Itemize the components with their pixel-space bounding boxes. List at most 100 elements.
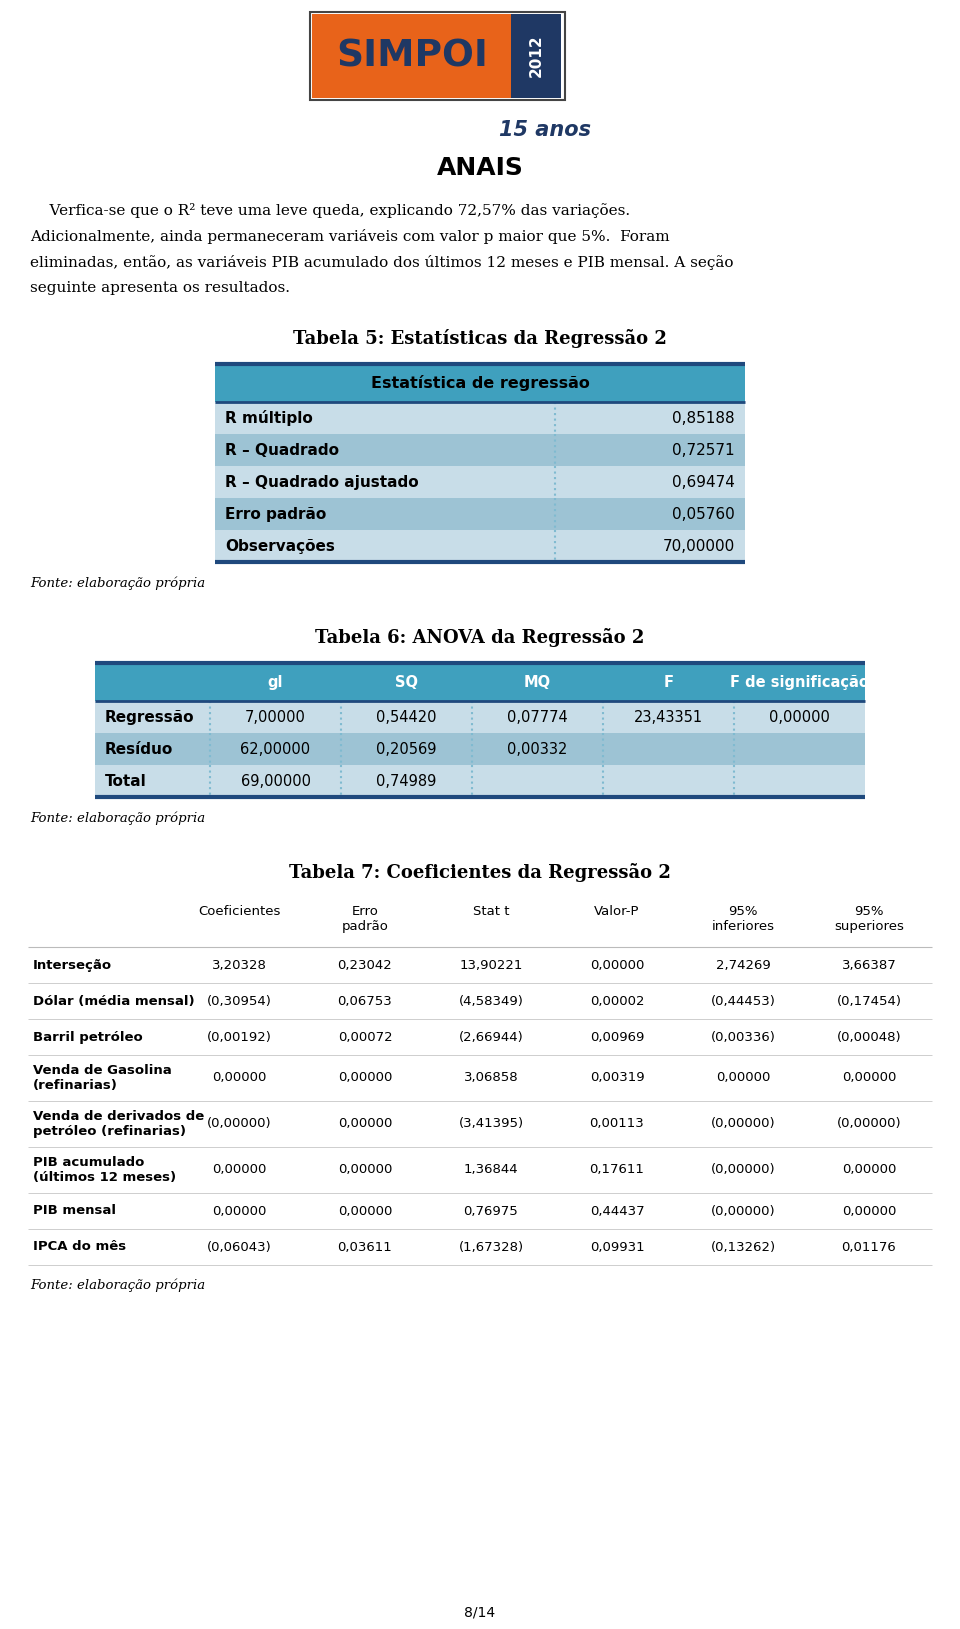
- Bar: [310, 11, 565, 99]
- Text: 0,44437: 0,44437: [589, 1204, 644, 1217]
- Text: 7,00000: 7,00000: [245, 710, 306, 725]
- Text: Fonte: elaboração própria: Fonte: elaboração própria: [30, 1279, 205, 1292]
- Text: IPCA do mês: IPCA do mês: [33, 1241, 126, 1253]
- Text: Verfica-se que o R² teve uma leve queda, explicando 72,57% das variações.: Verfica-se que o R² teve uma leve queda,…: [30, 204, 630, 218]
- Text: 0,00000: 0,00000: [338, 1204, 393, 1217]
- Text: Tabela 6: ANOVA da Regressão 2: Tabela 6: ANOVA da Regressão 2: [315, 629, 645, 647]
- Bar: [215, 529, 745, 562]
- Text: 0,09931: 0,09931: [589, 1241, 644, 1253]
- Text: ANAIS: ANAIS: [437, 156, 523, 179]
- Text: Adicionalmente, ainda permaneceram variáveis com valor p maior que 5%.  Foram: Adicionalmente, ainda permaneceram variá…: [30, 230, 670, 244]
- Text: 23,43351: 23,43351: [634, 710, 703, 725]
- Bar: [215, 363, 745, 402]
- Text: 0,00113: 0,00113: [589, 1117, 644, 1131]
- Text: (0,06043): (0,06043): [206, 1241, 272, 1253]
- Bar: [95, 733, 865, 766]
- Text: Regressão: Regressão: [105, 710, 195, 725]
- Text: 0,00002: 0,00002: [589, 994, 644, 1007]
- Bar: [215, 466, 745, 498]
- Text: 0,00000: 0,00000: [212, 1163, 266, 1176]
- Text: 0,00000: 0,00000: [212, 1072, 266, 1085]
- Text: Venda de derivados de
petróleo (refinarias): Venda de derivados de petróleo (refinari…: [33, 1109, 204, 1139]
- Text: (0,00048): (0,00048): [837, 1031, 901, 1044]
- Text: Coeficientes: Coeficientes: [198, 906, 280, 919]
- Text: 0,74989: 0,74989: [376, 774, 437, 788]
- Text: 0,01176: 0,01176: [842, 1241, 897, 1253]
- Text: Tabela 7: Coeficientes da Regressão 2: Tabela 7: Coeficientes da Regressão 2: [289, 863, 671, 881]
- Text: (4,58349): (4,58349): [459, 994, 523, 1007]
- Text: SQ: SQ: [395, 674, 418, 689]
- Text: Fonte: elaboração própria: Fonte: elaboração própria: [30, 577, 205, 590]
- Bar: [312, 15, 511, 98]
- Text: SIMPOI: SIMPOI: [337, 37, 489, 73]
- Text: 0,54420: 0,54420: [376, 710, 437, 725]
- Text: (0,00192): (0,00192): [206, 1031, 272, 1044]
- Text: (0,00000): (0,00000): [710, 1204, 776, 1217]
- Text: 69,00000: 69,00000: [241, 774, 310, 788]
- Text: 2012: 2012: [529, 34, 543, 77]
- Text: eliminadas, então, as variáveis PIB acumulado dos últimos 12 meses e PIB mensal.: eliminadas, então, as variáveis PIB acum…: [30, 256, 733, 270]
- Text: 0,05760: 0,05760: [672, 507, 735, 521]
- Text: Dólar (média mensal): Dólar (média mensal): [33, 994, 195, 1007]
- Text: (0,00000): (0,00000): [206, 1117, 272, 1131]
- Text: 3,20328: 3,20328: [211, 958, 267, 971]
- Text: 3,06858: 3,06858: [464, 1072, 518, 1085]
- Text: 62,00000: 62,00000: [240, 741, 311, 756]
- Text: Observações: Observações: [225, 539, 335, 554]
- Text: 0,00000: 0,00000: [842, 1072, 897, 1085]
- Text: 0,17611: 0,17611: [589, 1163, 644, 1176]
- Text: 0,76975: 0,76975: [464, 1204, 518, 1217]
- Text: 0,00000: 0,00000: [589, 958, 644, 971]
- Text: F: F: [663, 674, 674, 689]
- Text: (0,00336): (0,00336): [710, 1031, 776, 1044]
- Text: seguinte apresenta os resultados.: seguinte apresenta os resultados.: [30, 280, 290, 295]
- Text: R múltiplo: R múltiplo: [225, 411, 313, 427]
- Text: 0,00000: 0,00000: [716, 1072, 770, 1085]
- Text: 95%
superiores: 95% superiores: [834, 906, 904, 933]
- Bar: [95, 700, 865, 733]
- Text: F de significação: F de significação: [730, 674, 869, 689]
- Text: (0,00000): (0,00000): [710, 1163, 776, 1176]
- Bar: [215, 402, 745, 433]
- Text: MQ: MQ: [524, 674, 551, 689]
- Text: 1,36844: 1,36844: [464, 1163, 518, 1176]
- Text: 0,20569: 0,20569: [376, 741, 437, 756]
- Text: 0,23042: 0,23042: [338, 958, 393, 971]
- Text: 0,00000: 0,00000: [338, 1072, 393, 1085]
- Text: 0,00000: 0,00000: [769, 710, 830, 725]
- Text: 13,90221: 13,90221: [459, 958, 522, 971]
- Text: (0,13262): (0,13262): [710, 1241, 776, 1253]
- Text: Resíduo: Resíduo: [105, 741, 173, 756]
- Text: PIB mensal: PIB mensal: [33, 1204, 116, 1217]
- Text: 95%
inferiores: 95% inferiores: [711, 906, 775, 933]
- Text: Total: Total: [105, 774, 147, 788]
- Text: R – Quadrado: R – Quadrado: [225, 443, 339, 458]
- Text: gl: gl: [268, 674, 283, 689]
- Text: Interseção: Interseção: [33, 958, 112, 971]
- Text: 0,06753: 0,06753: [338, 994, 393, 1007]
- Text: 0,85188: 0,85188: [672, 411, 735, 425]
- Text: (0,00000): (0,00000): [837, 1117, 901, 1131]
- Text: Stat t: Stat t: [472, 906, 509, 919]
- Text: 0,00072: 0,00072: [338, 1031, 393, 1044]
- Text: (1,67328): (1,67328): [459, 1241, 523, 1253]
- Text: 0,07774: 0,07774: [507, 710, 568, 725]
- Text: 0,00000: 0,00000: [842, 1163, 897, 1176]
- Text: 0,00332: 0,00332: [507, 741, 567, 756]
- Text: (0,00000): (0,00000): [710, 1117, 776, 1131]
- Text: (0,17454): (0,17454): [836, 994, 901, 1007]
- Text: Erro
padrão: Erro padrão: [342, 906, 389, 933]
- Text: 3,66387: 3,66387: [842, 958, 897, 971]
- Text: (2,66944): (2,66944): [459, 1031, 523, 1044]
- Bar: [215, 498, 745, 529]
- Text: 0,72571: 0,72571: [672, 443, 735, 458]
- Text: 0,00000: 0,00000: [212, 1204, 266, 1217]
- Text: 70,00000: 70,00000: [662, 539, 735, 554]
- Bar: [95, 663, 865, 700]
- Text: (0,44453): (0,44453): [710, 994, 776, 1007]
- Bar: [215, 433, 745, 466]
- Text: 0,00000: 0,00000: [338, 1163, 393, 1176]
- Text: Erro padrão: Erro padrão: [225, 507, 326, 521]
- Text: Estatística de regressão: Estatística de regressão: [371, 375, 589, 391]
- Text: Valor-P: Valor-P: [594, 906, 639, 919]
